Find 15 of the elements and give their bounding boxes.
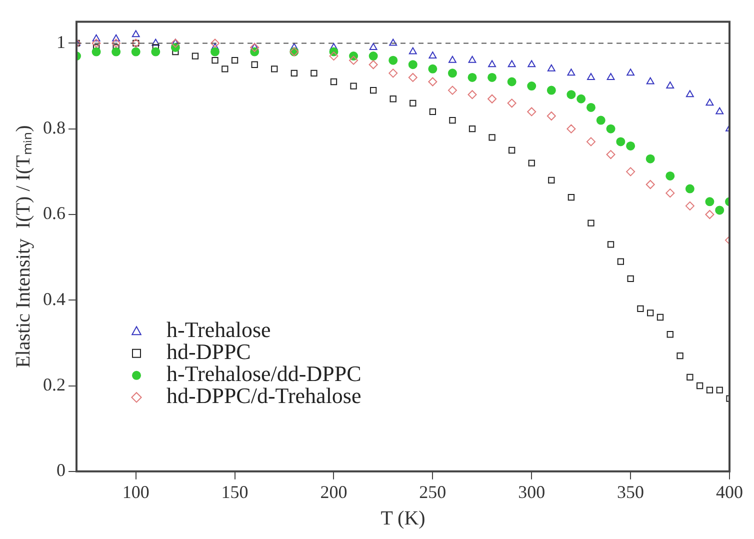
y-tick-label: 0.2	[43, 374, 66, 394]
x-tick-label: 150	[221, 482, 248, 502]
x-axis-title: T (K)	[380, 507, 426, 530]
x-tick-label: 300	[518, 482, 546, 502]
x-tick-label: 400	[716, 482, 743, 502]
y-tick-label: 1	[56, 32, 66, 52]
y-tick-label: 0.6	[43, 203, 66, 224]
x-tick-label: 250	[419, 482, 446, 502]
x-tick-label: 200	[320, 482, 348, 502]
y-axis-title: Elastic Intensity I(T) / I(Tₘᵢₙ)	[12, 125, 34, 368]
y-tick-label: 0.8	[43, 118, 66, 138]
x-tick-label: 100	[122, 482, 150, 502]
y-tick-label: 0.4	[43, 288, 66, 309]
y-tick-label: 0	[56, 460, 66, 480]
x-tick-label: 350	[617, 482, 644, 502]
